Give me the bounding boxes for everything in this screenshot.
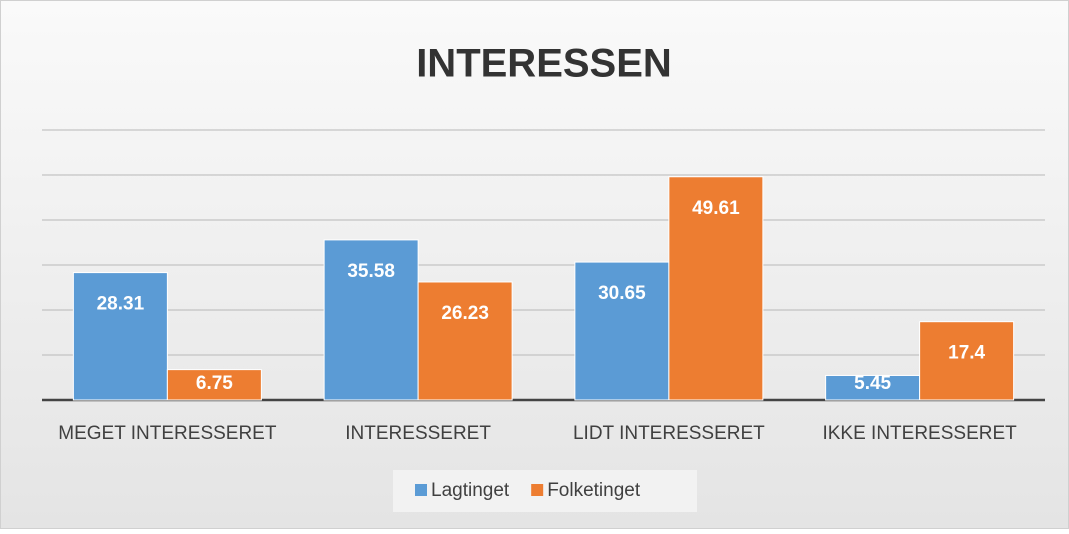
x-tick-label: IKKE INTERESSERET — [822, 423, 1017, 444]
bar — [919, 321, 1015, 401]
data-label: 17.4 — [948, 343, 985, 364]
bar — [574, 261, 670, 401]
legend-swatch — [531, 484, 544, 496]
bar — [166, 369, 262, 401]
data-label: 5.45 — [854, 373, 891, 394]
data-label: 30.65 — [598, 283, 646, 304]
bar — [668, 176, 764, 401]
legend-swatch — [415, 484, 427, 496]
bar — [417, 281, 513, 401]
data-label: 6.75 — [196, 373, 233, 394]
legend-label: Folketinget — [547, 480, 641, 501]
x-tick-label: MEGET INTERESSERET — [58, 423, 277, 444]
bar — [323, 239, 419, 401]
bar — [825, 374, 921, 401]
x-tick-label: LIDT INTERESSERET — [573, 423, 765, 444]
x-tick-label: INTERESSERET — [345, 423, 491, 444]
data-label: 35.58 — [347, 261, 395, 282]
chart-title: INTERESSEN — [416, 42, 672, 86]
legend-label: Lagtinget — [431, 480, 510, 501]
data-label: 28.31 — [97, 294, 145, 315]
legend-box — [393, 470, 697, 512]
data-label: 49.61 — [692, 198, 740, 219]
data-label: 26.23 — [441, 303, 489, 324]
bar — [72, 272, 168, 401]
